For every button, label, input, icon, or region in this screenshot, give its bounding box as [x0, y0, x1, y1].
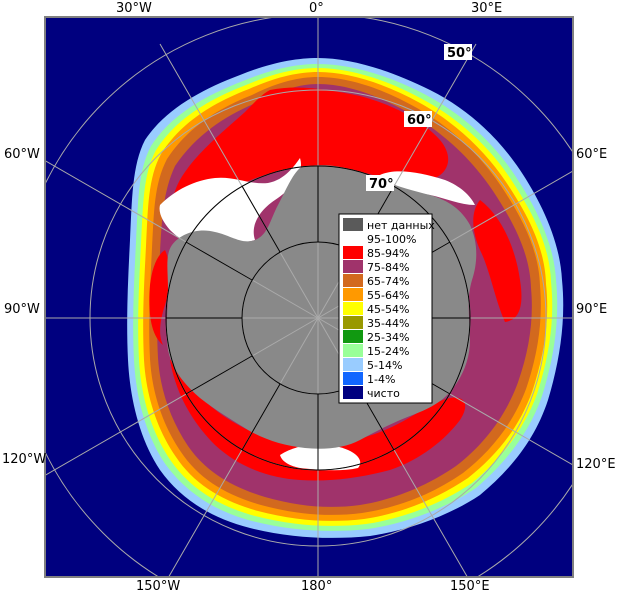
legend: нет данных95-100%85-94%75-84%65-74%55-64… [338, 213, 435, 404]
legend-label: 75-84% [367, 261, 409, 274]
lon-label-180: 180° [301, 579, 332, 594]
latitude-label-60: 60° [404, 111, 432, 128]
lon-label-90e: 90°E [576, 302, 607, 317]
lon-label-120e: 120°E [576, 457, 616, 472]
legend-swatch [343, 232, 363, 245]
legend-swatch [343, 246, 363, 259]
lon-label-0: 0° [309, 1, 324, 16]
legend-swatch [343, 274, 363, 287]
legend-label: 1-4% [367, 373, 395, 386]
lon-label-60e: 60°E [576, 147, 607, 162]
legend-swatch [343, 344, 363, 357]
legend-swatch [343, 302, 363, 315]
lon-label-150w: 150°W [136, 579, 180, 594]
legend-swatch [343, 330, 363, 343]
lon-label-150e: 150°E [450, 579, 490, 594]
legend-swatch [343, 260, 363, 273]
lon-label-90w: 90°W [4, 302, 40, 317]
legend-swatch [343, 372, 363, 385]
latitude-label-50-text: 50° [447, 46, 472, 61]
legend-label: 5-14% [367, 359, 402, 372]
legend-swatch [343, 316, 363, 329]
ice-band-95-100-east [380, 171, 475, 205]
ice-band-85-94-west [149, 250, 170, 345]
latitude-label-50: 50° [444, 44, 472, 61]
legend-swatch [343, 386, 363, 399]
ice-band-95-100-ross [280, 444, 361, 471]
ice-band-85-94 [172, 87, 449, 223]
legend-label: 95-100% [367, 233, 416, 246]
legend-swatch [343, 288, 363, 301]
lon-label-30e: 30°E [471, 1, 502, 16]
ice-band-95-100-weddell [159, 158, 301, 247]
legend-label: 65-74% [367, 275, 409, 288]
latitude-label-70: 70° [366, 175, 394, 192]
ice-band-85-94-east [473, 200, 522, 322]
lon-label-60w: 60°W [4, 147, 40, 162]
lon-label-30w: 30°W [116, 1, 152, 16]
legend-label: 15-24% [367, 345, 409, 358]
legend-label: 25-34% [367, 331, 409, 344]
legend-swatch [343, 218, 363, 231]
lon-label-120w: 120°W [2, 452, 46, 467]
legend-swatch [343, 358, 363, 371]
legend-label: 35-44% [367, 317, 409, 330]
legend-label: 85-94% [367, 247, 409, 260]
legend-label: 45-54% [367, 303, 409, 316]
legend-label: 55-64% [367, 289, 409, 302]
legend-label: нет данных [367, 219, 435, 232]
latitude-label-60-text: 60° [407, 113, 432, 128]
latitude-label-70-text: 70° [369, 177, 394, 192]
legend-label: чисто [367, 387, 400, 400]
